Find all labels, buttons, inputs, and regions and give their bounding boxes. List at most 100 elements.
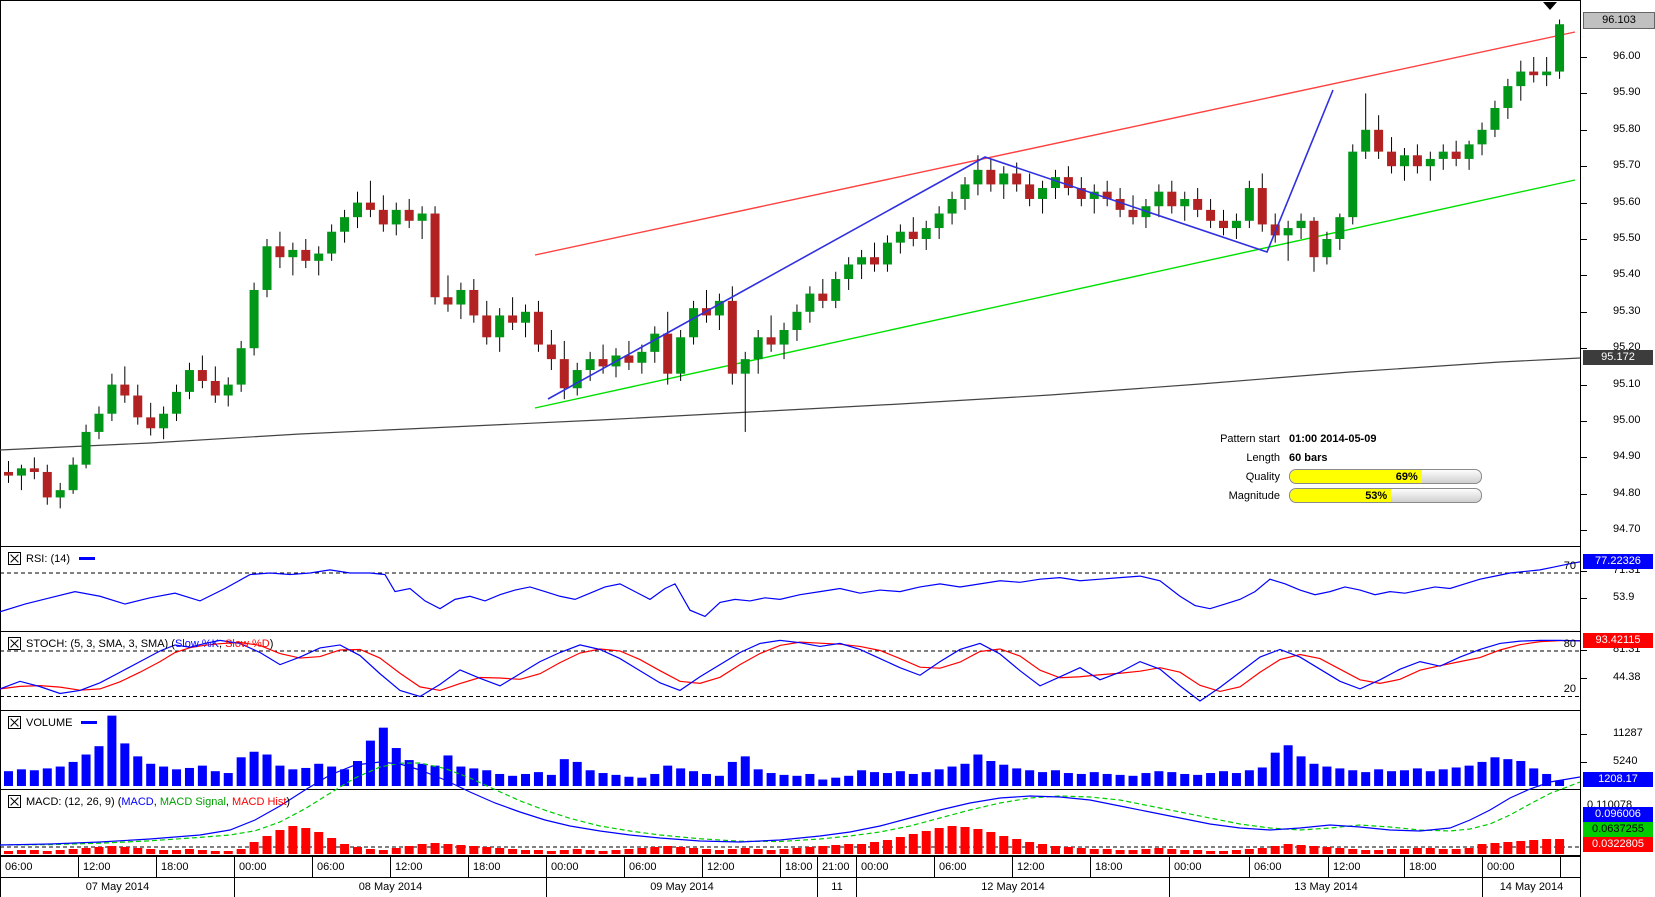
volume-bar — [663, 765, 673, 786]
upper-trendline[interactable] — [534, 31, 1576, 256]
macd-hist-bar — [960, 827, 970, 854]
volume-bar — [1270, 752, 1280, 786]
macd-hist-bar — [908, 834, 918, 854]
candle — [146, 402, 156, 436]
volume-bar — [585, 770, 595, 786]
candle — [508, 297, 518, 330]
scale-tick — [1581, 457, 1587, 458]
volume-bars-group — [4, 715, 1565, 786]
volume-bar — [779, 774, 789, 786]
macd-hist-bar — [1038, 844, 1048, 854]
volume-legend-swatch — [81, 721, 98, 724]
volume-bar — [1219, 771, 1229, 786]
scale-tick-label: 95.80 — [1613, 123, 1641, 135]
rsi-title: RSI: (14) — [26, 553, 70, 565]
macd-hist-bar — [469, 846, 479, 854]
volume-title: VOLUME — [26, 717, 72, 729]
date-cell: 07 May 2014 — [0, 878, 234, 897]
candle — [1102, 180, 1112, 207]
volume-bar — [1477, 761, 1487, 786]
lower-trendline[interactable] — [534, 179, 1576, 409]
volume-bar — [624, 776, 634, 786]
volume-visibility-checkbox[interactable] — [8, 716, 21, 729]
rsi-line — [0, 561, 1580, 618]
volume-bar — [301, 767, 311, 786]
candle — [701, 289, 711, 323]
quality-percent: 69% — [1395, 470, 1418, 483]
date-row: 07 May 2014 08 May 2014 09 May 2014 11 12 Ma… — [0, 878, 1580, 897]
macd-hist-bar — [689, 848, 699, 854]
candle — [68, 457, 78, 494]
volume-bar — [1050, 770, 1060, 786]
macd-hist-bar — [1296, 845, 1306, 854]
stoch-title-part: ) — [269, 637, 274, 650]
rsi-visibility-checkbox[interactable] — [8, 552, 21, 565]
scale-tick — [1581, 312, 1587, 313]
volume-bar — [404, 760, 414, 786]
scale-tick-label: 53.9 — [1613, 591, 1635, 603]
macd-hist-bar — [1089, 849, 1099, 854]
scale-tick-label: 44.38 — [1613, 671, 1641, 683]
candle — [857, 249, 867, 280]
volume-bar — [766, 773, 776, 786]
candle — [947, 191, 957, 225]
price-scale-column[interactable]: 96.00 95.90 95.80 95.70 95.60 95.50 95.40 95.30… — [1580, 0, 1655, 897]
volume-value-box: 1208.17 — [1583, 772, 1653, 787]
scale-tick — [1581, 93, 1587, 94]
macd-hist-bar — [779, 849, 789, 854]
candle — [1361, 93, 1371, 159]
time-cell: 06:00 — [312, 857, 390, 877]
scale-tick — [1581, 650, 1587, 651]
macd-hist-bar — [999, 836, 1009, 854]
scale-tick — [1581, 166, 1587, 167]
stoch-title-part: STOCH: (5, 3, SMA, 3, SMA) ( — [26, 637, 175, 650]
candle — [663, 311, 673, 385]
stoch-visibility-checkbox[interactable] — [8, 637, 21, 650]
quality-progress-bar: 69% — [1289, 469, 1482, 484]
scale-tick — [1581, 530, 1587, 531]
time-cell: 12:00 — [78, 857, 156, 877]
volume-bar — [1412, 768, 1422, 786]
candle — [1038, 180, 1048, 214]
macd-hist-bar — [456, 845, 466, 854]
candle — [1283, 220, 1293, 261]
date-cell: 09 May 2014 — [546, 878, 817, 897]
pattern-start-value: 01:00 2014-05-09 — [1289, 432, 1377, 445]
time-axis[interactable]: 06:00 12:00 18:00 00:00 06:00 12:00 18:00 00:00… — [0, 856, 1580, 897]
candle — [895, 224, 905, 254]
candle — [236, 340, 246, 392]
magnitude-progress-bar: 53% — [1289, 488, 1482, 503]
scale-tick — [1581, 678, 1587, 679]
macd-hist-bar — [1063, 847, 1073, 854]
volume-bar — [533, 772, 543, 786]
macd-hist-bar — [598, 851, 608, 854]
macd-title-part: MACD: (12, 26, 9) ( — [26, 795, 122, 808]
macd-visibility-checkbox[interactable] — [8, 795, 21, 808]
macd-hist-bar — [857, 844, 867, 854]
macd-hist-bar — [159, 850, 169, 854]
macd-hist-bar — [1244, 849, 1254, 854]
volume-bar — [352, 761, 362, 786]
candle — [546, 330, 556, 371]
stoch-panel-header: STOCH: (5, 3, SMA, 3, SMA) (Slow %K, Slo… — [8, 637, 273, 650]
candle — [1154, 184, 1164, 218]
macd-hist-bar — [352, 847, 362, 854]
pattern-zigzag-line[interactable] — [547, 89, 1334, 400]
volume-bar — [882, 773, 892, 786]
candle — [430, 206, 440, 305]
macd-hist-bar — [585, 850, 595, 854]
candle — [766, 315, 776, 352]
macd-hist-bar — [133, 848, 143, 854]
candle — [210, 366, 220, 403]
macd-hist-bar — [288, 826, 298, 854]
volume-bar — [172, 769, 182, 786]
scale-tick-label: 95.10 — [1613, 378, 1641, 390]
pattern-quality-row: Quality 69% — [1178, 467, 1482, 486]
chart-plot-area[interactable] — [0, 0, 1580, 856]
volume-bar — [805, 773, 815, 786]
scale-tick-label: 95.40 — [1613, 268, 1641, 280]
macd-hist-bar — [1374, 850, 1384, 854]
volume-bar — [714, 775, 724, 786]
candle — [1425, 151, 1435, 181]
macd-hist-bar — [1451, 849, 1461, 854]
